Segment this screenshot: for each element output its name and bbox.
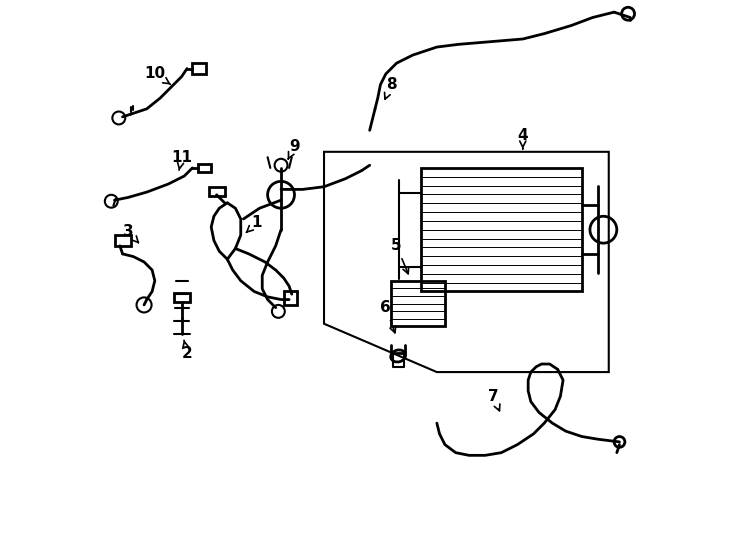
Text: 11: 11: [171, 150, 192, 170]
Bar: [391, 281, 445, 326]
Text: 7: 7: [488, 389, 500, 411]
Bar: [208, 187, 225, 197]
Bar: [115, 235, 131, 246]
Text: 1: 1: [247, 215, 262, 232]
Text: 10: 10: [145, 66, 170, 84]
Bar: [192, 63, 206, 74]
Text: 9: 9: [288, 139, 299, 159]
Text: 2: 2: [181, 340, 192, 361]
Text: 3: 3: [123, 224, 139, 242]
Text: 8: 8: [385, 77, 396, 99]
Text: 4: 4: [517, 128, 528, 148]
Text: 5: 5: [391, 238, 409, 274]
Bar: [174, 293, 189, 302]
Bar: [421, 168, 582, 292]
Bar: [197, 164, 211, 172]
Text: 6: 6: [380, 300, 396, 333]
Bar: [284, 292, 297, 305]
